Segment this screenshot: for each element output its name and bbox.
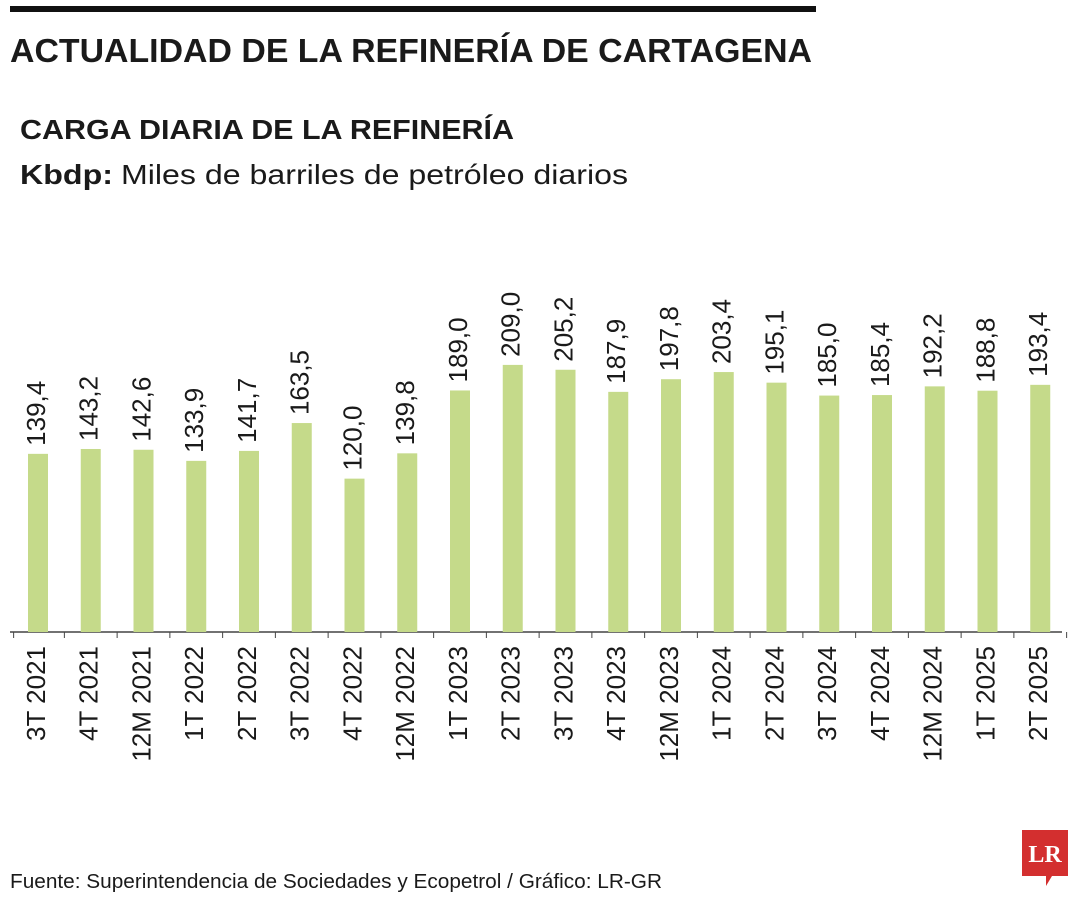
bar (661, 379, 681, 632)
x-tick-label: 1T 2023 (443, 646, 473, 741)
x-tick-label: 3T 2023 (548, 646, 578, 741)
x-tick-label: 12M 2021 (126, 646, 156, 762)
bar (872, 395, 892, 632)
x-tick-label: 12M 2023 (654, 646, 684, 762)
bar (1030, 384, 1051, 632)
bar (133, 449, 154, 632)
bar (713, 372, 734, 632)
logo-badge (1022, 830, 1068, 886)
value-label: 141,7 (232, 378, 262, 443)
bar (28, 453, 48, 632)
bar (80, 448, 101, 632)
x-tick-label: 3T 2024 (812, 646, 842, 741)
value-label: 187,9 (601, 319, 631, 384)
top-rule (10, 6, 816, 12)
chart-subtitle: CARGA DIARIA DE LA REFINERÍA (20, 114, 514, 145)
x-tick-label: 2T 2024 (759, 646, 789, 741)
bar (766, 382, 787, 632)
value-label: 189,0 (443, 317, 473, 382)
bar (924, 386, 945, 632)
bar (819, 395, 840, 632)
x-tick-label: 12M 2022 (390, 646, 420, 762)
x-tick-label: 1T 2022 (179, 646, 209, 741)
value-label: 205,2 (548, 297, 578, 362)
value-label: 195,1 (759, 310, 789, 375)
value-label: 188,8 (970, 318, 1000, 383)
bar (608, 391, 629, 632)
value-label: 193,4 (1023, 312, 1053, 377)
logo-text: LR (1028, 842, 1062, 868)
value-label: 185,0 (812, 322, 842, 387)
source-note: Fuente: Superintendencia de Sociedades y… (10, 871, 662, 893)
value-label: 163,5 (285, 350, 315, 415)
bar (502, 364, 523, 632)
bar (239, 450, 259, 632)
x-tick-label: 1T 2024 (707, 646, 737, 741)
value-label: 139,8 (390, 380, 420, 445)
unit-description: Miles de barriles de petróleo diarios (121, 159, 628, 190)
x-tick-label: 12M 2024 (918, 646, 948, 762)
x-tick-label: 2T 2022 (232, 646, 262, 741)
x-tick-label: 3T 2021 (21, 646, 51, 741)
bar (450, 390, 470, 632)
value-label: 133,9 (179, 388, 209, 453)
value-label: 192,2 (918, 313, 948, 378)
value-label: 142,6 (126, 377, 156, 442)
x-tick-label: 2T 2023 (496, 646, 526, 741)
chart-title: ACTUALIDAD DE LA REFINERÍA DE CARTAGENA (10, 32, 812, 69)
value-label: 120,0 (337, 406, 367, 471)
x-tick-label: 4T 2021 (74, 646, 104, 741)
value-label: 197,8 (654, 306, 684, 371)
value-label: 209,0 (496, 292, 526, 357)
bar (555, 369, 576, 632)
x-tick-label: 4T 2022 (337, 646, 367, 741)
unit-label: Kbdp: (20, 159, 113, 190)
value-label: 185,4 (865, 322, 895, 387)
x-tick-label: 4T 2023 (601, 646, 631, 741)
x-tick-label: 1T 2025 (970, 646, 1000, 741)
value-label: 143,2 (74, 376, 104, 441)
bar (291, 423, 312, 632)
bar (186, 460, 207, 632)
bar (977, 390, 998, 632)
bar (344, 478, 365, 632)
x-tick-label: 4T 2024 (865, 646, 895, 741)
bar (397, 453, 418, 632)
value-label: 139,4 (21, 381, 51, 446)
value-label: 203,4 (707, 299, 737, 364)
x-tick-label: 3T 2022 (285, 646, 315, 741)
x-tick-label: 2T 2025 (1023, 646, 1053, 741)
